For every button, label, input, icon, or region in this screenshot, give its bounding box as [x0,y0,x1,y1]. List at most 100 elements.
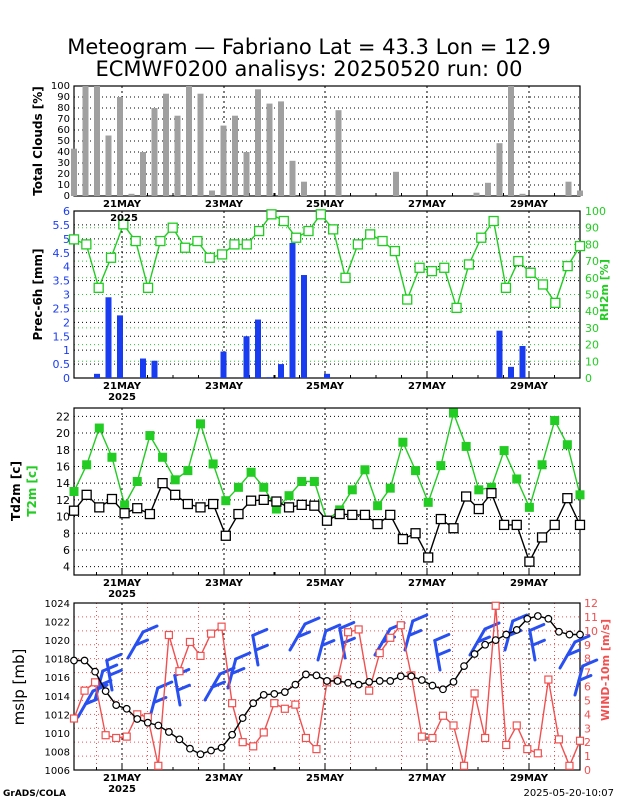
precip-bar [151,360,158,378]
mslp-marker [101,687,110,696]
wind-barb-icon [126,624,159,660]
footer-right-timestamp: 2025-05-20-10:07 [523,788,614,799]
y-tick-label-left: 1 [63,344,70,357]
wind-speed-marker [185,637,195,647]
y-tick-label-right: 20 [585,339,599,352]
wind-barb-flag [528,622,546,632]
mslp-marker [449,677,458,686]
wind-speed-marker [343,628,353,637]
y-tick-label: 90 [57,92,70,103]
year-label-inside: 2025 [110,213,138,224]
td2m-marker [296,499,307,511]
wind-barb-flag [105,652,123,662]
cloud-bar [519,193,526,196]
t2m-marker [537,460,547,470]
mslp-marker [333,677,342,685]
wind-speed-marker [491,601,500,610]
rh-marker [402,294,413,305]
mslp-marker [228,730,237,739]
precip-bar [496,330,503,378]
td2m-marker [524,556,535,567]
mslp-marker [533,612,542,620]
td2m-marker [473,503,484,515]
wind-speed-marker [396,621,405,630]
precip-bar [266,377,273,378]
wind-speed-marker [270,699,279,708]
y-tick-label-right: 8 [584,653,591,666]
wind-barb-icon [288,616,321,652]
rh-line [73,213,581,311]
t2m-marker [499,446,509,456]
rh-marker [266,209,277,220]
y-tick-label-left: 0.5 [53,358,71,371]
x-date-tick-label: 21MAY [103,773,142,784]
td2m-marker [423,552,434,563]
wind-barb-flag [91,683,109,693]
y-tick-label-left: 5 [63,233,70,246]
y-tick-label-left: 0 [63,372,70,385]
wind-speed-marker [312,745,321,754]
mslp-marker [186,744,194,753]
t2m-marker [284,491,294,501]
wind-barb-flag [407,629,423,638]
mslp-marker [217,743,226,752]
wind-speed-marker [533,749,542,758]
td2m-marker [233,508,244,520]
t2m-marker [246,467,256,477]
y-tick-label: 18 [56,444,70,457]
x-date-tick-label: 29MAY [510,578,549,589]
y-tick-label: 10 [57,180,70,191]
wind-barb-icon [433,632,451,672]
mslp-marker [555,627,563,636]
cloud-bar [151,108,158,196]
mslp-marker [112,701,121,709]
wind-barb-flag [141,624,159,634]
td2m-marker [182,498,194,510]
x-date-tick-label: 25MAY [306,381,345,392]
rh-marker [68,234,80,245]
t2m-marker [512,474,522,484]
y-tick-label-left: 5.5 [53,219,71,232]
mslp-marker [270,690,279,698]
td2m-marker [144,508,156,520]
rh-marker [290,232,302,243]
y-tick-label-right: 50 [585,289,599,302]
cloud-bar [577,190,583,196]
rh-marker [328,224,339,235]
rh-marker [278,215,289,227]
y-tick-label-right: 7 [584,667,591,680]
cloud-bar [163,93,169,196]
mslp-marker [491,636,500,645]
t2m-marker [94,423,104,433]
rh-marker [389,245,401,257]
y-tick-label-left: 1024 [45,599,70,610]
y-tick-label: 0 [64,191,70,202]
cloud-bar [335,110,342,196]
mslp-marker [470,650,479,658]
rh-marker [377,235,388,247]
y-tick-label-left: 4.5 [53,247,71,260]
precip-bar [140,358,146,378]
t2m-marker [170,475,180,485]
wind-barb-flag [511,613,529,623]
wind-speed-marker [365,686,374,695]
wind-speed-marker [238,738,247,747]
x-date-tick-label: 27MAY [408,773,447,784]
y-tick-label-right: 4 [584,708,591,721]
td2m-marker [549,519,560,531]
t2m-marker [461,441,471,451]
footer-left-label: GrADS/COLA [3,789,66,799]
wind-barb-icon [558,634,591,670]
mslp-marker [407,672,416,681]
mslp-marker [523,614,532,623]
t2m-marker [120,500,130,510]
mslp-marker [291,680,300,689]
wind-barb-flag [230,667,246,676]
x-date-tick-label: 21MAY [103,199,142,210]
cloud-bar [266,103,273,196]
y-tick-label: 10 [56,511,70,524]
wind-barb-flag [320,639,336,648]
y-tick-label-right: 0 [585,372,592,385]
panel-frame [73,602,581,771]
y-tick-label: 80 [57,103,70,114]
